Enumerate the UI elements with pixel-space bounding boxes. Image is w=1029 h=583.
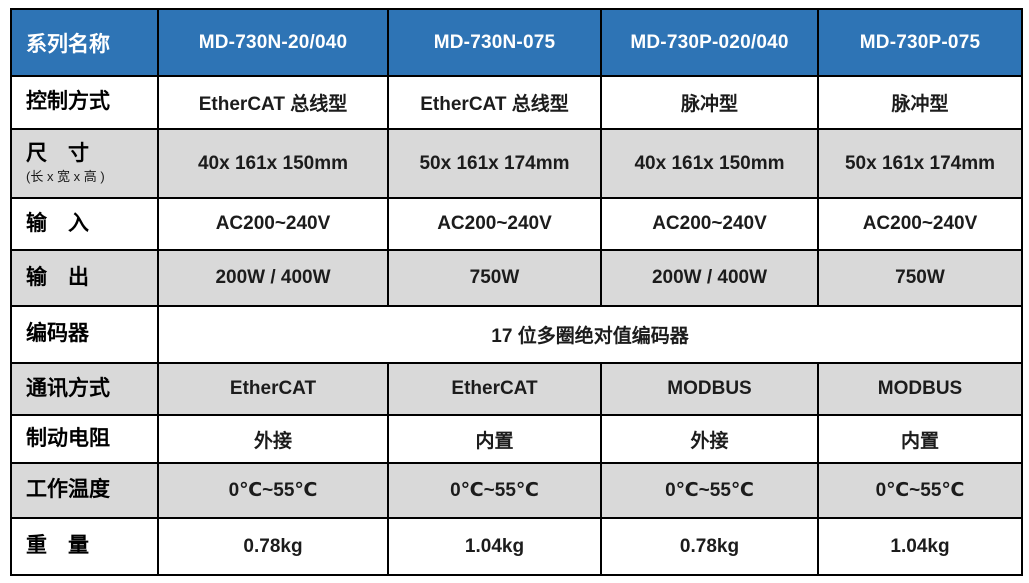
spec-value-cell: AC200~240V <box>600 197 819 251</box>
spec-value-cell: 750W <box>817 249 1023 307</box>
row-encoder: 编码器 17 位多圈绝对值编码器 <box>10 305 1023 364</box>
spec-value-cell: 1.04kg <box>817 517 1023 576</box>
spec-value-cell: 200W / 400W <box>600 249 819 307</box>
spec-value-cell: EtherCAT 总线型 <box>157 75 389 130</box>
row-dimensions: 尺 寸 (长 x 宽 x 高 ) 40x 161x 150mm 50x 161x… <box>10 128 1023 199</box>
spec-value-cell: 脉冲型 <box>817 75 1023 130</box>
spec-value-cell: 40x 161x 150mm <box>600 128 819 199</box>
row-output: 输 出 200W / 400W 750W 200W / 400W 750W <box>10 249 1023 307</box>
row-input: 输 入 AC200~240V AC200~240V AC200~240V AC2… <box>10 197 1023 251</box>
row-label-cell: 输 入 <box>10 197 159 251</box>
row-label-cell: 通讯方式 <box>10 362 159 416</box>
spec-value-cell: 内置 <box>817 414 1023 464</box>
model-header-cell-1: MD-730N-20/040 <box>157 8 389 77</box>
row-label-cell: 尺 寸 (长 x 宽 x 高 ) <box>10 128 159 199</box>
spec-value-cell: 50x 161x 174mm <box>817 128 1023 199</box>
spec-value-cell: 脉冲型 <box>600 75 819 130</box>
spec-value-cell: 0℃~55℃ <box>600 462 819 519</box>
spec-value-cell: 外接 <box>600 414 819 464</box>
row-label-cell: 重 量 <box>10 517 159 576</box>
spec-table: 系列名称 MD-730N-20/040 MD-730N-075 MD-730P-… <box>10 8 1023 576</box>
corner-header-cell: 系列名称 <box>10 8 159 77</box>
spec-value-cell: 外接 <box>157 414 389 464</box>
row-label-cell: 控制方式 <box>10 75 159 130</box>
spec-value-cell: 0℃~55℃ <box>387 462 602 519</box>
row-working-temperature: 工作温度 0℃~55℃ 0℃~55℃ 0℃~55℃ 0℃~55℃ <box>10 462 1023 519</box>
row-label-cell: 工作温度 <box>10 462 159 519</box>
spec-value-cell: AC200~240V <box>387 197 602 251</box>
row-brake-resistor: 制动电阻 外接 内置 外接 内置 <box>10 414 1023 464</box>
row-weight: 重 量 0.78kg 1.04kg 0.78kg 1.04kg <box>10 517 1023 576</box>
spec-value-cell: 750W <box>387 249 602 307</box>
spec-value-cell: 50x 161x 174mm <box>387 128 602 199</box>
row-label-cell: 输 出 <box>10 249 159 307</box>
spec-value-cell: EtherCAT <box>157 362 389 416</box>
table-header-row: 系列名称 MD-730N-20/040 MD-730N-075 MD-730P-… <box>10 8 1023 77</box>
row-communication: 通讯方式 EtherCAT EtherCAT MODBUS MODBUS <box>10 362 1023 416</box>
spec-value-cell: 1.04kg <box>387 517 602 576</box>
spec-value-cell: 200W / 400W <box>157 249 389 307</box>
spec-value-cell: AC200~240V <box>817 197 1023 251</box>
model-header-cell-4: MD-730P-075 <box>817 8 1023 77</box>
spec-value-cell: 内置 <box>387 414 602 464</box>
dimension-label: 尺 寸 <box>26 142 89 166</box>
spec-value-cell: EtherCAT <box>387 362 602 416</box>
spec-value-cell: EtherCAT 总线型 <box>387 75 602 130</box>
encoder-merged-cell: 17 位多圈绝对值编码器 <box>157 305 1023 364</box>
dimension-sublabel: (长 x 宽 x 高 ) <box>26 168 105 184</box>
spec-value-cell: MODBUS <box>600 362 819 416</box>
row-label-cell: 制动电阻 <box>10 414 159 464</box>
spec-value-cell: 0.78kg <box>600 517 819 576</box>
model-header-cell-3: MD-730P-020/040 <box>600 8 819 77</box>
spec-value-cell: MODBUS <box>817 362 1023 416</box>
spec-value-cell: AC200~240V <box>157 197 389 251</box>
spec-value-cell: 0℃~55℃ <box>157 462 389 519</box>
row-label-cell: 编码器 <box>10 305 159 364</box>
row-control-mode: 控制方式 EtherCAT 总线型 EtherCAT 总线型 脉冲型 脉冲型 <box>10 75 1023 130</box>
model-header-cell-2: MD-730N-075 <box>387 8 602 77</box>
spec-value-cell: 0℃~55℃ <box>817 462 1023 519</box>
spec-value-cell: 0.78kg <box>157 517 389 576</box>
spec-value-cell: 40x 161x 150mm <box>157 128 389 199</box>
